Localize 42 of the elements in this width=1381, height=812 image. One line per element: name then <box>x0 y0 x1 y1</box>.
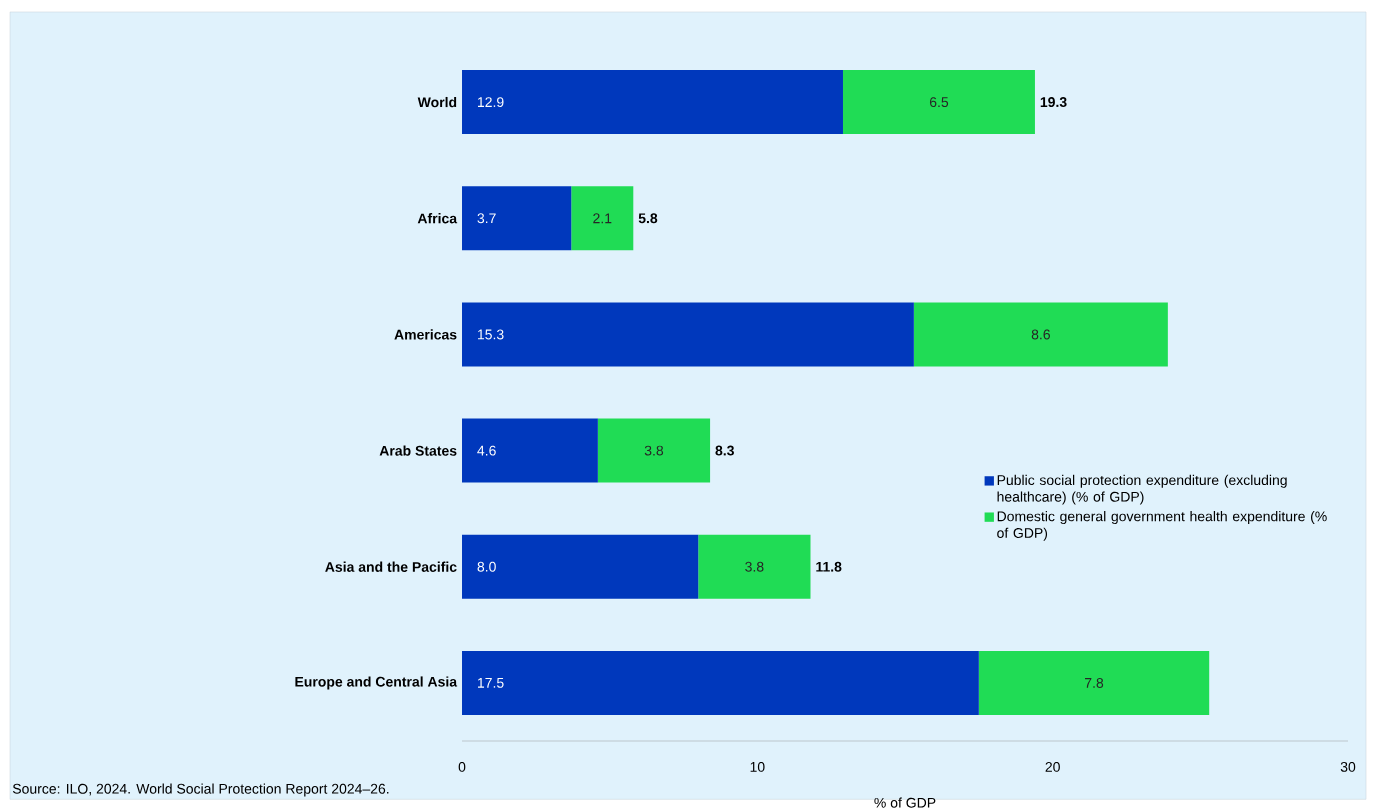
data-label: 2.1 <box>593 213 612 223</box>
data-label: 3.8 <box>644 445 664 456</box>
bar <box>462 534 699 599</box>
x-tick-label: 10 <box>750 761 765 772</box>
legend-label: Domestic general government health expenditure (% of GDP) <box>997 510 1327 541</box>
legend-label: Public social protection expenditure (excluding healthcare) (% of GDP) <box>997 474 1287 505</box>
bar <box>597 418 711 483</box>
data-label: 17.5 <box>478 677 504 688</box>
bar <box>462 418 598 483</box>
data-label: 3.8 <box>745 561 764 572</box>
data-label: 12.9 <box>478 96 504 107</box>
bar <box>913 302 1168 367</box>
y-tick-label: Arab States <box>379 445 457 456</box>
bar <box>462 69 843 134</box>
total-label: 5.8 <box>638 213 658 224</box>
bar <box>462 302 914 367</box>
y-tick-label: World <box>417 96 457 108</box>
data-label: 4.6 <box>477 445 496 456</box>
y-tick-label: Africa <box>417 212 458 224</box>
total-label: 8.3 <box>715 445 734 456</box>
x-tick-label: 20 <box>1045 761 1060 772</box>
y-tick-label: Americas <box>394 329 457 340</box>
y-tick-label: Europe and Central Asia <box>295 676 458 690</box>
total-label: 19.3 <box>1040 96 1067 107</box>
bar <box>698 534 811 599</box>
bar <box>842 69 1035 134</box>
bar <box>462 650 979 715</box>
bar <box>978 650 1210 715</box>
bar <box>571 186 634 251</box>
source-note: Source: ILO, 2024. World Social Protection Report 2024–26. <box>12 783 389 797</box>
data-label: 8.6 <box>1031 329 1050 340</box>
data-label: 3.7 <box>477 213 496 224</box>
data-label: 6.5 <box>929 96 949 107</box>
data-label: 15.3 <box>478 329 504 340</box>
total-label: 11.8 <box>816 561 842 572</box>
data-label: 8.0 <box>477 561 496 572</box>
x-tick-label: 30 <box>1340 761 1356 772</box>
bar <box>462 186 572 251</box>
data-label: 7.8 <box>1085 677 1104 688</box>
y-tick-label: Asia and the Pacific <box>325 561 457 572</box>
x-tick-label: 0 <box>458 761 466 772</box>
x-axis-title: % of GDP <box>874 797 936 808</box>
